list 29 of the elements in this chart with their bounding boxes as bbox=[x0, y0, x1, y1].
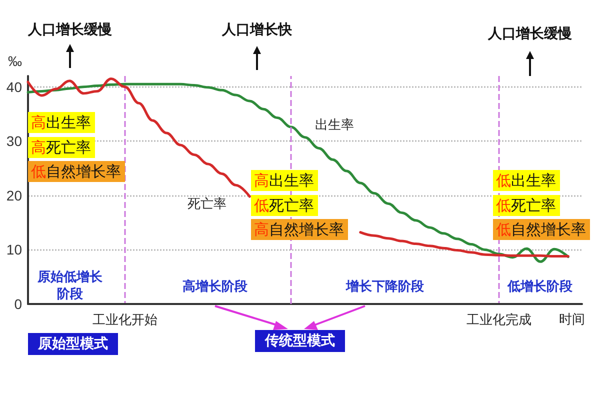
y-tick-label: 20 bbox=[6, 187, 22, 204]
annotation: 原始低增长阶段 bbox=[36, 270, 104, 302]
y-tick-label: 30 bbox=[6, 133, 22, 150]
series-label: 死亡率 bbox=[188, 196, 227, 212]
annotation: 高死亡率 bbox=[31, 138, 91, 156]
text: 传统型模式 bbox=[264, 332, 335, 349]
annotation: 高出生率 bbox=[254, 172, 314, 190]
x-tick-label: 工业化完成 bbox=[466, 312, 532, 328]
x-axis-title: 时间 bbox=[559, 312, 585, 328]
y-tick-label: 10 bbox=[6, 242, 22, 258]
y-tick-label: 40 bbox=[6, 78, 22, 95]
annotation: 低增长阶段 bbox=[506, 280, 574, 294]
text: 人口增长缓慢 bbox=[27, 22, 112, 38]
annotation: 低出生率 bbox=[496, 172, 556, 190]
annotation: 高自然增长率 bbox=[254, 220, 344, 238]
y-axis-title: ‰ bbox=[8, 53, 22, 69]
annotation: 低自然增长率 bbox=[496, 220, 586, 238]
text: 人口增长缓慢 bbox=[487, 26, 572, 42]
annotation: 增长下降阶段 bbox=[345, 280, 425, 294]
annotation: 高增长阶段 bbox=[182, 278, 248, 294]
series-label: 出生率 bbox=[315, 116, 354, 133]
text: 人口增长快 bbox=[221, 22, 293, 38]
text: 原始型模式 bbox=[37, 336, 108, 352]
annotation: 低自然增长率 bbox=[31, 162, 121, 180]
annotation: 高出生率 bbox=[31, 114, 91, 132]
annotation: 低死亡率 bbox=[254, 196, 314, 214]
y-tick-label: 0 bbox=[14, 296, 22, 312]
annotation: 低死亡率 bbox=[496, 196, 556, 214]
x-tick-label: 工业化开始 bbox=[92, 313, 158, 328]
